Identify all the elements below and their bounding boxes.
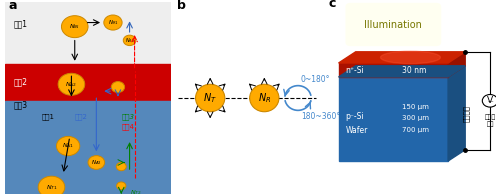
Text: $N_{A2}$: $N_{A2}$ <box>91 158 102 167</box>
Text: 0~180°: 0~180° <box>301 74 330 83</box>
Circle shape <box>124 35 136 46</box>
Circle shape <box>38 176 65 196</box>
Text: 순서2: 순서2 <box>75 113 88 120</box>
Text: b: b <box>177 0 186 12</box>
Text: $N_{T2}$: $N_{T2}$ <box>129 188 141 196</box>
Text: $N_{R2}$: $N_{R2}$ <box>124 36 134 45</box>
Circle shape <box>58 73 85 95</box>
Circle shape <box>104 15 122 30</box>
Text: c: c <box>328 0 336 10</box>
Text: $N_{A2}$: $N_{A2}$ <box>65 80 77 89</box>
Bar <box>5 2 171 64</box>
Polygon shape <box>448 52 465 77</box>
Polygon shape <box>448 66 465 161</box>
Text: 150 μm: 150 μm <box>402 104 429 110</box>
Text: 매질3: 매질3 <box>13 101 27 110</box>
Text: V: V <box>487 96 493 105</box>
Text: n⁺-Si: n⁺-Si <box>345 66 364 75</box>
Text: 기판두멘: 기판두멘 <box>463 105 469 122</box>
Text: $N_R$: $N_R$ <box>257 91 271 105</box>
Bar <box>5 64 171 101</box>
Text: Illumination: Illumination <box>365 20 422 30</box>
Text: $N_{IN}$: $N_{IN}$ <box>69 22 80 31</box>
Circle shape <box>117 182 126 190</box>
Circle shape <box>116 162 126 171</box>
Text: 순서3: 순서3 <box>121 113 134 120</box>
Polygon shape <box>339 66 465 77</box>
Text: 매질2: 매질2 <box>13 77 27 86</box>
Circle shape <box>62 16 88 38</box>
Ellipse shape <box>380 51 440 64</box>
Text: 180~360°: 180~360° <box>301 112 340 121</box>
Circle shape <box>249 84 279 112</box>
Text: p⁻-Si: p⁻-Si <box>345 112 364 121</box>
Text: $N_{R1}$: $N_{R1}$ <box>108 18 119 27</box>
Text: $N_T$: $N_T$ <box>203 91 217 105</box>
Text: a: a <box>8 0 17 12</box>
Text: 300 μm: 300 μm <box>402 115 429 121</box>
Text: —: — <box>487 100 493 105</box>
FancyBboxPatch shape <box>345 3 441 46</box>
Text: $N_{T1}$: $N_{T1}$ <box>46 183 58 192</box>
Circle shape <box>482 94 496 107</box>
Circle shape <box>195 84 225 112</box>
Polygon shape <box>339 52 465 63</box>
Text: 순서4: 순서4 <box>121 123 134 130</box>
Circle shape <box>111 82 124 93</box>
Text: 매질1: 매질1 <box>13 20 27 29</box>
Text: 순서1: 순서1 <box>42 113 55 120</box>
Text: 700 μm: 700 μm <box>402 127 429 133</box>
Text: 역방향
전압: 역방향 전압 <box>485 115 496 127</box>
Circle shape <box>57 136 80 156</box>
Text: $N_{A1}$: $N_{A1}$ <box>62 142 74 151</box>
Text: 30 nm: 30 nm <box>402 66 426 75</box>
Text: Wafer: Wafer <box>345 126 368 135</box>
Circle shape <box>88 156 105 169</box>
Polygon shape <box>339 77 448 161</box>
Bar <box>5 101 171 194</box>
Polygon shape <box>339 63 448 77</box>
